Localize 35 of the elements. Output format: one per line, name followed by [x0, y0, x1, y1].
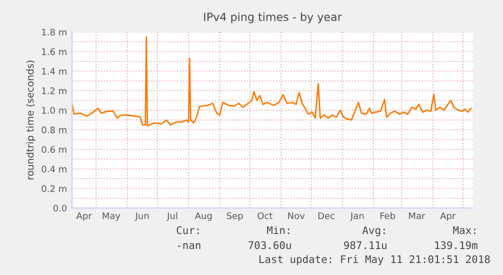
y-axis-title: roundtrip time (seconds)	[26, 60, 36, 180]
x-tick-label: Sep	[226, 212, 243, 221]
text: Last update: Fri May 11 21:01:51 2018	[259, 255, 490, 266]
text: 703.60u	[248, 241, 291, 250]
x-tick-label: Jul	[166, 212, 178, 221]
chart-title: IPv4 ping times - by year	[204, 12, 342, 24]
y-tick-label: 1.2 m	[42, 87, 66, 94]
y-tick-label: 1.8 m	[42, 28, 66, 36]
text: 139.19m	[435, 241, 478, 250]
x-tick-label: Feb	[380, 212, 396, 220]
x-tick-label: May	[102, 212, 120, 221]
x-tick-label: Apr	[440, 212, 456, 221]
x-tick-label: Jun	[134, 212, 149, 221]
text: Max:	[453, 226, 476, 234]
text: Min:	[267, 226, 290, 234]
y-tick-label: 0.2 m	[42, 185, 66, 192]
x-tick-label: Aug	[194, 212, 212, 221]
x-tick-label: Apr	[76, 212, 92, 221]
y-tick-label: 0.4 m	[42, 166, 66, 172]
x-tick-label: Nov	[288, 212, 305, 220]
x-tick-label: Jan	[350, 212, 364, 221]
text: -nan	[178, 243, 200, 250]
text: Avg:	[362, 226, 385, 236]
line-series	[72, 36, 472, 127]
y-tick-label: 1.4 m	[42, 68, 66, 75]
x-tick-label: Dec	[318, 212, 334, 220]
y-tick-label: 1.6 m	[42, 48, 66, 56]
x-tick-label: Mar	[409, 212, 426, 220]
x-tick-label: Oct	[258, 212, 273, 220]
text: Cur:	[176, 226, 199, 234]
text: 987.11u	[344, 241, 386, 250]
y-tick-label: 0.6 m	[42, 146, 66, 153]
y-tick-label: 1.0 m	[42, 106, 66, 114]
y-tick-label: 0.0	[53, 204, 67, 212]
y-tick-label: 0.8 m	[42, 126, 66, 134]
